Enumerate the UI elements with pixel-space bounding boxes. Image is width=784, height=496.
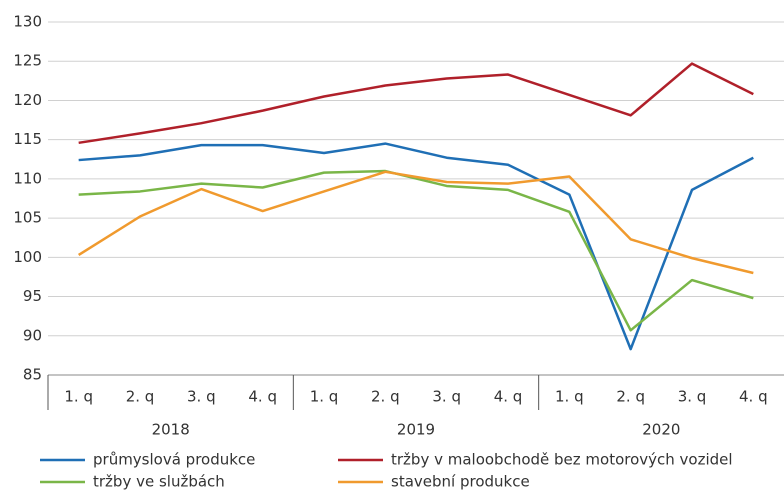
group-label: 2020 [642, 421, 680, 439]
x-tick-label: 3. q [678, 388, 707, 406]
series-line [78, 169, 754, 332]
y-tick-label: 130 [13, 13, 42, 31]
x-tick-label: 3. q [432, 388, 461, 406]
legend-label: tržby ve službách [93, 473, 225, 491]
legend-label: průmyslová produkce [93, 451, 255, 469]
y-tick-label: 95 [23, 287, 42, 305]
x-tick-label: 3. q [187, 388, 216, 406]
x-tick-label: 4. q [494, 388, 523, 406]
series-line [78, 170, 754, 275]
x-tick-label: 1. q [555, 388, 584, 406]
y-tick-label: 120 [13, 91, 42, 109]
y-tick-label: 110 [13, 169, 42, 187]
y-tick-label: 85 [23, 366, 42, 384]
x-tick-label: 2. q [371, 388, 400, 406]
legend-label: tržby v maloobchodě bez motorových vozid… [391, 451, 733, 469]
y-tick-label: 125 [13, 52, 42, 70]
group-label: 2019 [397, 421, 435, 439]
x-tick-label: 4. q [739, 388, 768, 406]
y-tick-label: 115 [13, 130, 42, 148]
group-label: 2018 [152, 421, 190, 439]
y-tick-label: 105 [13, 209, 42, 227]
x-tick-label: 1. q [64, 388, 93, 406]
legend-label: stavební produkce [391, 473, 530, 491]
series-line [78, 62, 754, 145]
x-tick-label: 2. q [616, 388, 645, 406]
x-tick-label: 2. q [126, 388, 155, 406]
x-tick-label: 1. q [310, 388, 339, 406]
y-tick-label: 100 [13, 248, 42, 266]
y-tick-label: 90 [23, 326, 42, 344]
x-tick-label: 4. q [248, 388, 277, 406]
